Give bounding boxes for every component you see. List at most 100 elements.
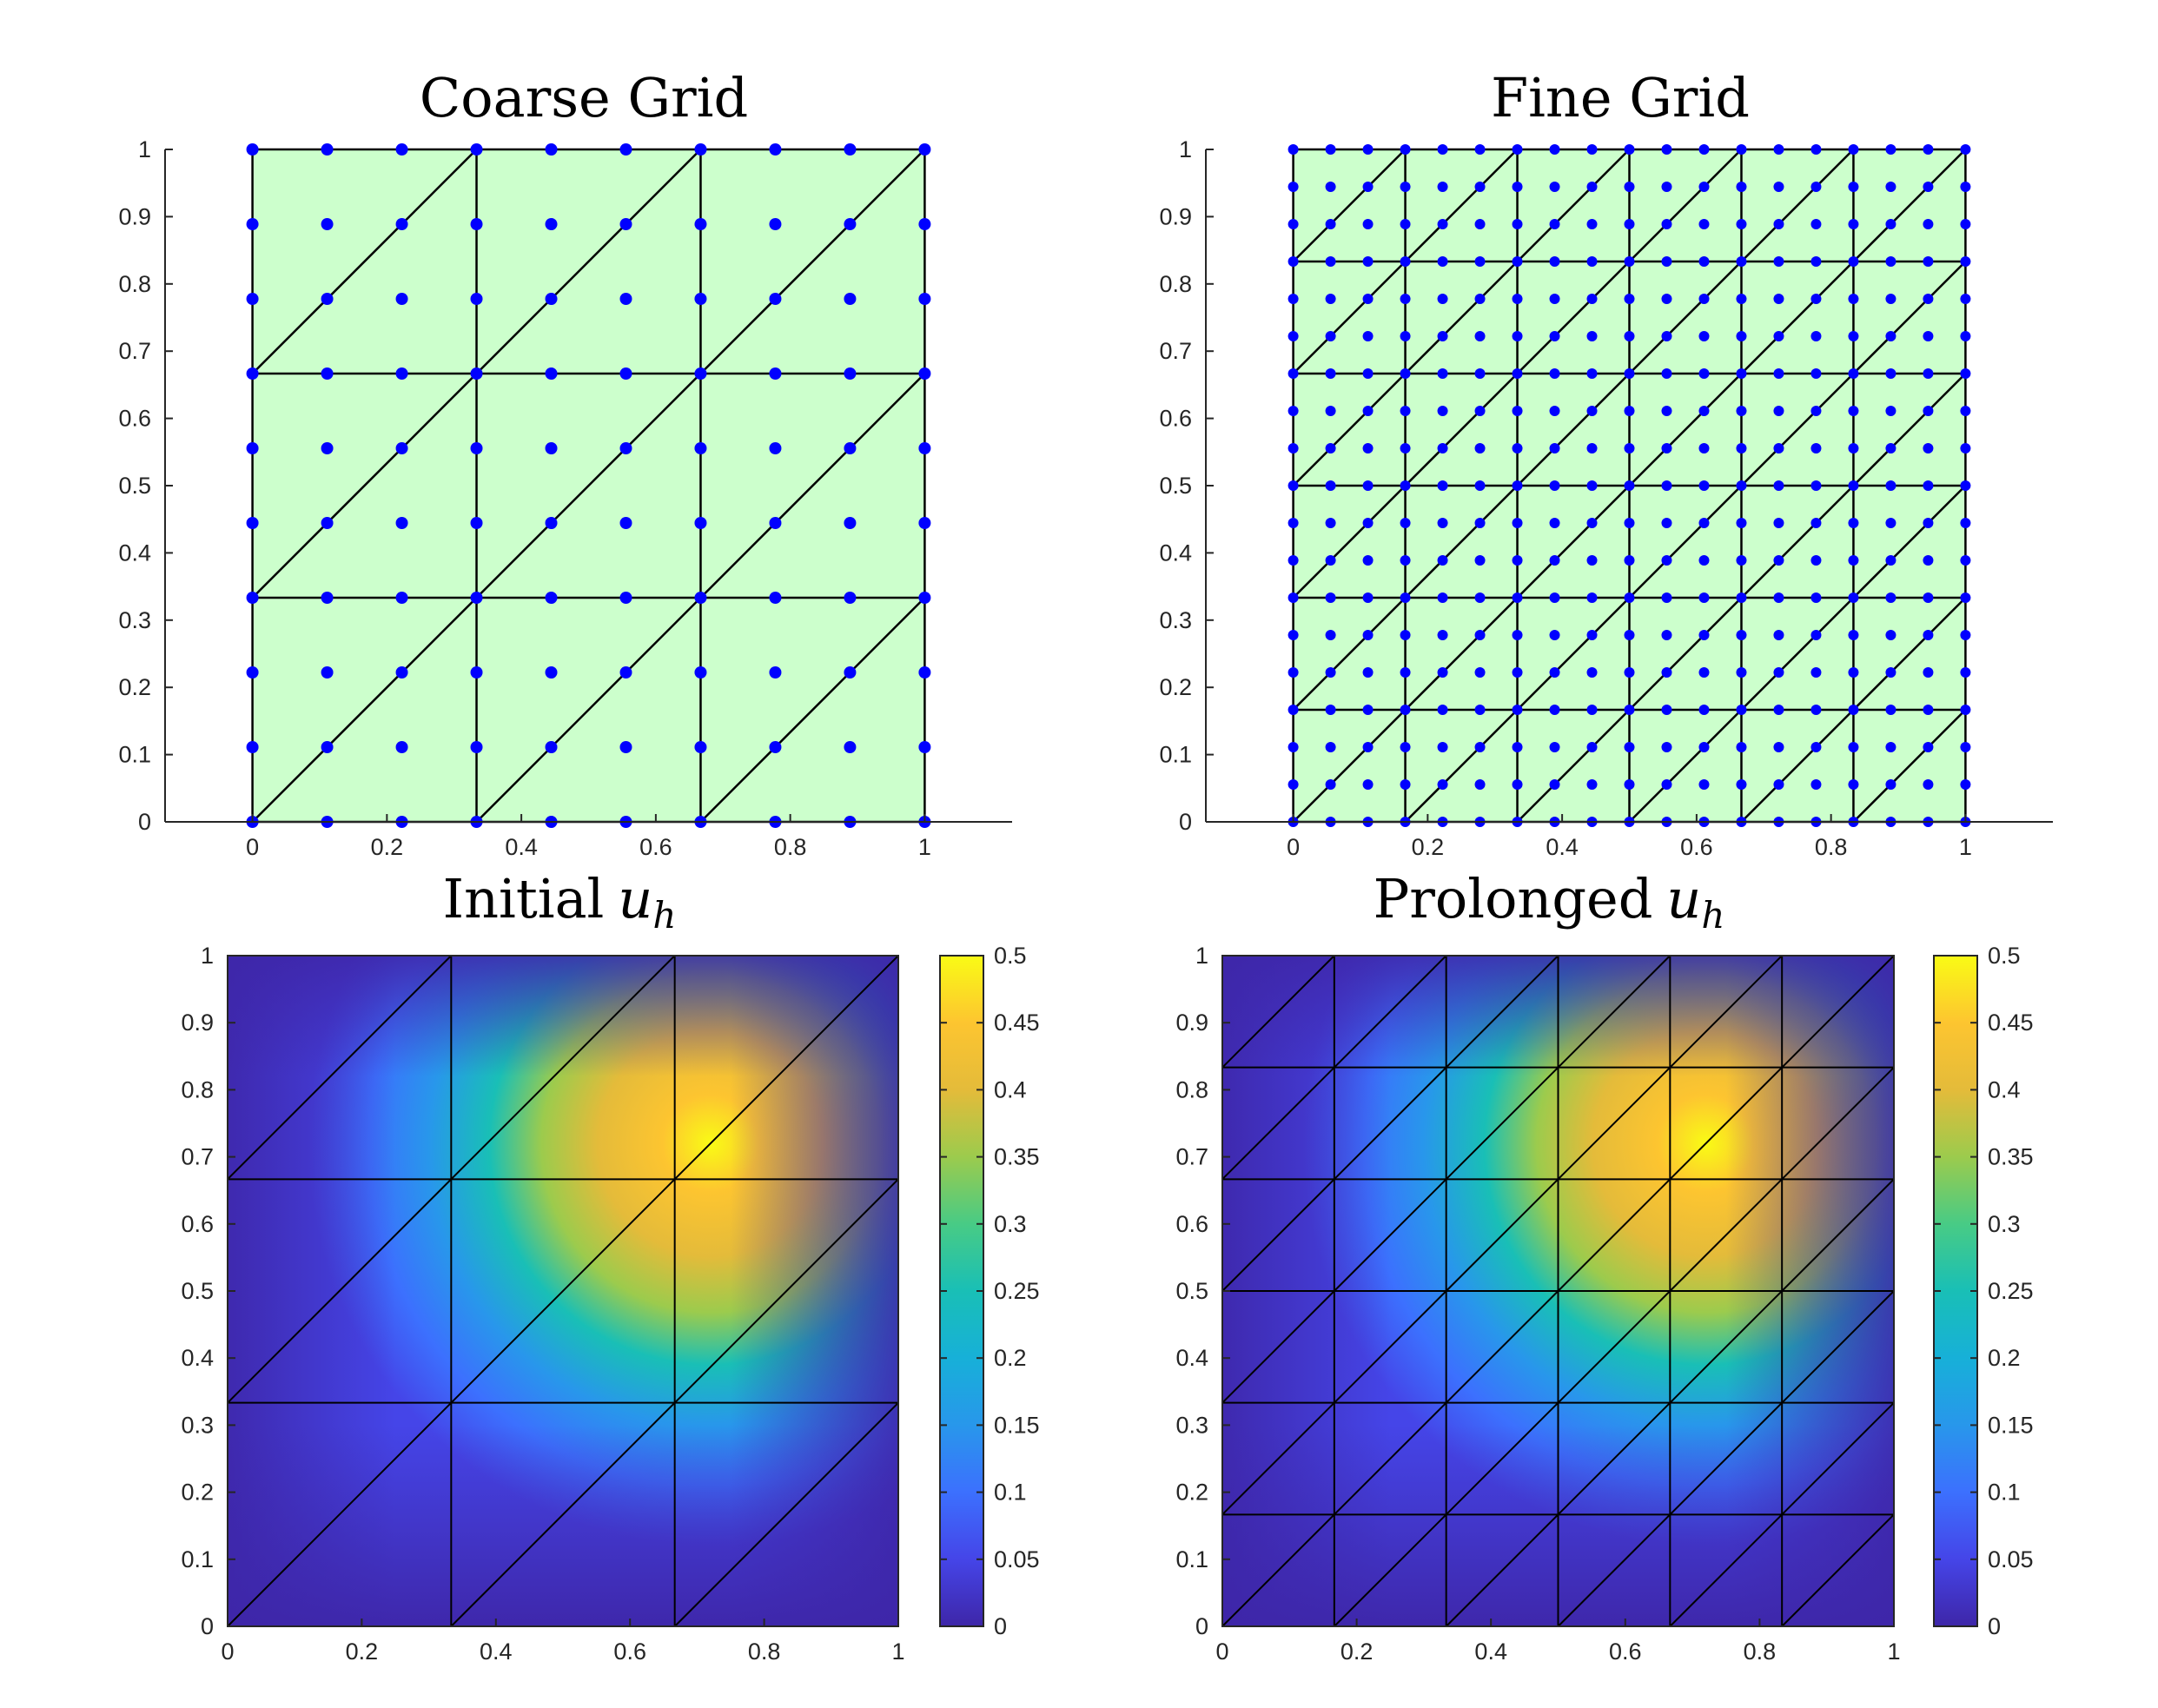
mesh-node (1325, 294, 1336, 304)
mesh-node (1661, 667, 1672, 678)
mesh-node (1437, 182, 1448, 192)
mesh-node (1698, 406, 1710, 416)
mesh-node (470, 666, 483, 679)
chart-title: Coarse Grid (420, 66, 748, 129)
mesh-node (1773, 406, 1784, 416)
mesh-node (1698, 443, 1710, 453)
mesh-node (545, 442, 558, 454)
y-tick-label: 0.9 (181, 1010, 214, 1036)
x-tick-label: 0 (1287, 834, 1300, 860)
y-tick-label: 0.2 (1159, 674, 1192, 700)
mesh-node (1698, 182, 1710, 192)
mesh-node (1885, 406, 1897, 416)
mesh-node (1810, 667, 1822, 678)
mesh-node (1512, 294, 1523, 304)
mesh-edge-diagonal (1334, 1178, 1447, 1292)
mesh-edge-diagonal (1404, 485, 1519, 599)
mesh-node (1885, 219, 1897, 229)
mesh-node (1549, 555, 1560, 566)
mesh-node (844, 442, 857, 454)
mesh-nodes (1288, 144, 1971, 827)
x-tick-label: 0 (221, 1638, 234, 1665)
mesh-node (1400, 219, 1411, 229)
mesh-edge-diagonal (1445, 1513, 1559, 1627)
mesh-node (1325, 593, 1336, 603)
mesh-node (1773, 219, 1784, 229)
chart-title: Fine Grid (1491, 66, 1750, 129)
mesh-node (619, 367, 632, 380)
y-tick-label: 0.4 (1159, 540, 1192, 566)
mesh-node (1810, 779, 1822, 790)
mesh-edge-diagonal (1740, 485, 1855, 599)
mesh-edge-diagonal (1740, 709, 1855, 823)
mesh-node (1773, 182, 1784, 192)
mesh-node (321, 367, 334, 380)
y-tick-label: 0.3 (118, 607, 151, 633)
mesh-edge-diagonal (1292, 597, 1407, 711)
y-tick-label: 0 (201, 1613, 214, 1639)
mesh-node (1885, 742, 1897, 752)
mesh-node (545, 143, 558, 156)
mesh-node (769, 143, 782, 156)
y-tick-label: 0.8 (1175, 1076, 1208, 1102)
mesh-node (1586, 256, 1598, 267)
mesh-node (918, 741, 931, 753)
mesh-node (1437, 742, 1448, 752)
mesh-node (1437, 406, 1448, 416)
mesh-node (1624, 667, 1635, 678)
mesh-node (321, 592, 334, 604)
mesh-node (1549, 256, 1560, 267)
y-tick-label: 1 (1195, 943, 1208, 969)
mesh-node (1960, 443, 1971, 453)
mesh-node (1810, 443, 1822, 453)
mesh-node (1960, 630, 1971, 640)
mesh-edge-diagonal (699, 373, 926, 599)
mesh-edge-diagonal (450, 1178, 676, 1404)
mesh-node (1549, 779, 1560, 790)
mesh-edge-diagonal (1669, 1178, 1783, 1292)
x-tick-label: 0 (1215, 1638, 1228, 1665)
y-tick-label: 0.4 (118, 540, 151, 566)
mesh-node (1923, 480, 1934, 491)
mesh-node (1586, 593, 1598, 603)
x-tick-label: 0.8 (748, 1638, 781, 1665)
mesh-edge-diagonal (1334, 1401, 1447, 1516)
mesh-node (1960, 593, 1971, 603)
chart-title: Prolonged uh (1374, 867, 1725, 937)
mesh-node (1362, 630, 1374, 640)
mesh-node (1810, 555, 1822, 566)
mesh-edge-diagonal (1669, 1290, 1783, 1404)
mesh-node (1474, 593, 1486, 603)
mesh-node (246, 741, 259, 753)
mesh-node (1586, 480, 1598, 491)
mesh-node (1362, 667, 1374, 678)
mesh-node (395, 143, 408, 156)
mesh-node (1624, 406, 1635, 416)
mesh-node (1773, 593, 1784, 603)
mesh-node (1325, 779, 1336, 790)
mesh-node (1848, 294, 1859, 304)
mesh-edge-diagonal (1628, 261, 1743, 374)
y-tick-label: 0.6 (118, 406, 151, 432)
mesh-node (1661, 705, 1672, 715)
mesh-node (321, 517, 334, 529)
mesh-node (246, 517, 259, 529)
mesh-node (1288, 518, 1299, 528)
mesh-node (1288, 294, 1299, 304)
y-tick-label: 0.8 (1159, 271, 1192, 297)
mesh-node (694, 442, 707, 454)
y-tick-label: 0.7 (1175, 1144, 1208, 1170)
mesh-node (918, 218, 931, 230)
mesh-node (1325, 705, 1336, 715)
mesh-node (1586, 555, 1598, 566)
mesh-node (1624, 219, 1635, 229)
colorbar-tick-label: 0 (1988, 1613, 2001, 1639)
mesh-node (918, 367, 931, 380)
mesh-node (545, 666, 558, 679)
mesh-node (1624, 630, 1635, 640)
mesh-edge-diagonal (1557, 1401, 1671, 1516)
mesh-node (1736, 518, 1747, 528)
mesh-node (1400, 443, 1411, 453)
mesh-node (694, 293, 707, 305)
mesh-edge-diagonal (1292, 709, 1407, 823)
